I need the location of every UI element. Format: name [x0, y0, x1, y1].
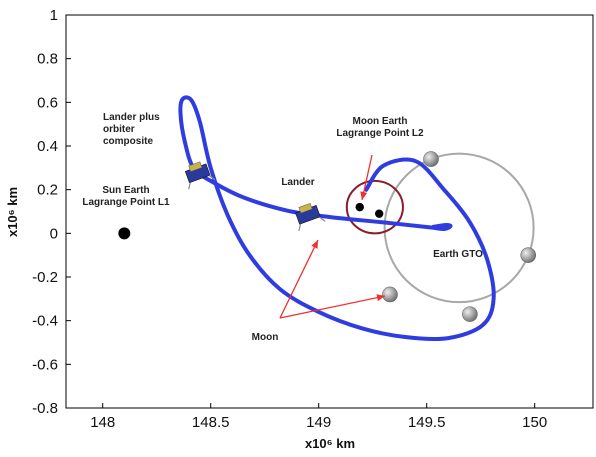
y-tick-label: 0 — [50, 225, 58, 242]
x-axis: 148 148.5 149 149.5 150 — [90, 403, 547, 431]
y-tick-label: -0.2 — [32, 269, 58, 286]
spacecraft-leg — [188, 182, 191, 190]
annotation-gto: Earth GTO — [433, 249, 483, 260]
arrow-head — [311, 240, 318, 249]
y-tick-label: 0.6 — [37, 94, 58, 111]
y-axis-label: x10⁶ km — [5, 187, 20, 237]
x-axis-label: x10⁶ km — [305, 436, 355, 451]
plot-area — [65, 14, 594, 409]
y-tick-label: -0.6 — [32, 356, 58, 373]
l2-halo-orbit — [345, 179, 404, 235]
annotation-line: Lagrange Point L1 — [82, 197, 170, 208]
point-marker — [355, 202, 364, 212]
transfer-trajectory — [178, 95, 496, 342]
spacecraft-markers — [184, 161, 326, 232]
moon-marker — [382, 286, 398, 303]
arrow-head — [376, 294, 385, 302]
moon-orbit — [383, 152, 535, 304]
moon-marker — [520, 247, 537, 263]
y-tick-label: -0.8 — [32, 400, 58, 417]
annotation-composite: Lander plus orbiter composite — [103, 112, 160, 147]
annotation-line: Earth GTO — [433, 249, 483, 260]
arrow-head — [360, 191, 368, 200]
x-tick-label: 150 — [522, 414, 547, 431]
annotation-line: Sun Earth — [102, 185, 149, 196]
annotation-line: Lagrange Point L2 — [336, 128, 424, 139]
y-tick-label: 0.8 — [37, 51, 58, 68]
annotation-line: Lander plus — [103, 112, 160, 123]
y-tick-label: 0.4 — [37, 138, 58, 155]
spacecraft-icon — [184, 161, 216, 190]
annotation-line: Moon Earth — [353, 116, 408, 127]
annotation-sel1: Sun Earth Lagrange Point L1 — [82, 185, 170, 208]
annotation-lander: Lander — [281, 177, 314, 188]
spacecraft-leg — [298, 223, 302, 232]
x-tick-label: 149.5 — [408, 414, 446, 431]
annotation-arrows — [279, 154, 386, 319]
moon-positions — [382, 151, 537, 322]
y-axis: 1 0.8 0.6 0.4 0.2 0 -0.2 -0.4 -0.6 -0.8 — [32, 7, 71, 417]
annotation-mel2: Moon Earth Lagrange Point L2 — [336, 116, 424, 139]
spacecraft-panel — [298, 203, 313, 214]
spacecraft-panel — [188, 161, 203, 172]
spacecraft-leg — [208, 175, 216, 181]
point-marker — [118, 227, 131, 240]
arrow-line — [279, 295, 386, 319]
y-tick-label: 0.2 — [37, 182, 58, 199]
x-tick-label: 148.5 — [192, 414, 230, 431]
arrow-line — [279, 239, 319, 319]
moon-marker — [423, 151, 439, 167]
annotation-line: composite — [103, 136, 153, 147]
point-marker — [374, 209, 384, 218]
annotation-line: orbiter — [103, 124, 135, 135]
y-tick-label: 1 — [50, 7, 58, 24]
x-tick-label: 149 — [306, 414, 331, 431]
annotation-moon: Moon — [252, 332, 279, 343]
spacecraft-leg — [318, 216, 326, 222]
x-tick-label: 148 — [90, 414, 115, 431]
lagrange-points — [118, 202, 384, 240]
annotation-line: Moon — [252, 332, 279, 343]
spacecraft-icon — [295, 203, 326, 232]
moon-marker — [462, 306, 478, 322]
y-tick-label: -0.4 — [32, 313, 58, 330]
annotation-line: Lander — [281, 177, 314, 188]
